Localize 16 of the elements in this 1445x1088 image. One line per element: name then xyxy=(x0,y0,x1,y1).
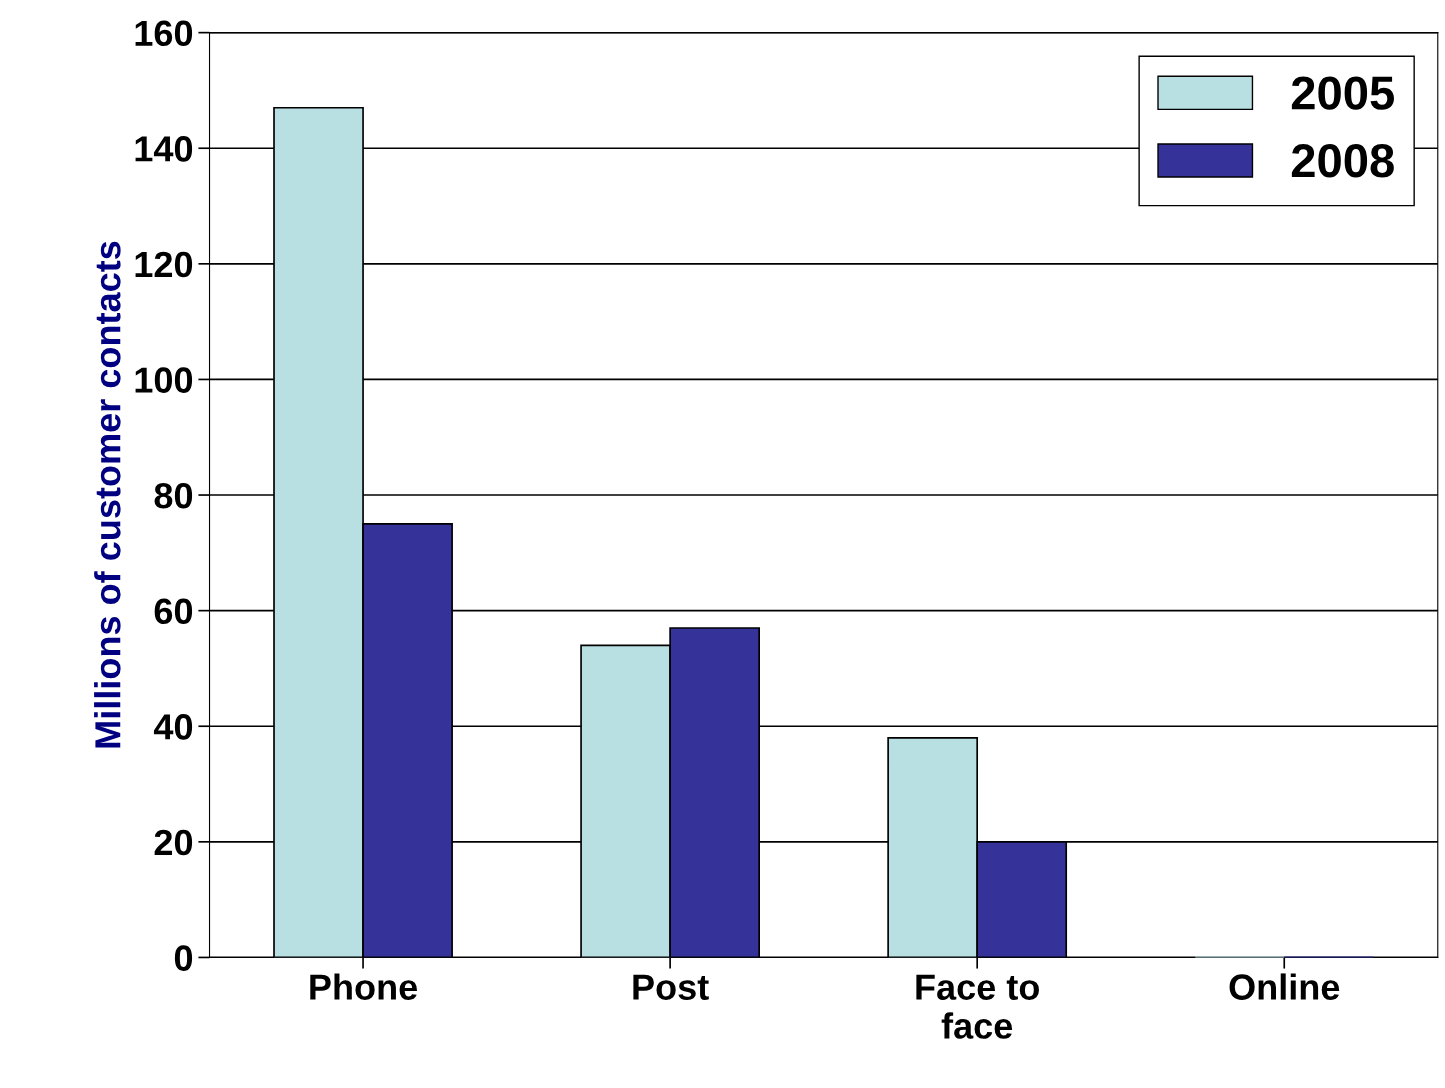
y-tick-label: 0 xyxy=(174,945,193,971)
y-tick-label: 80 xyxy=(154,482,193,509)
y-axis-title: Millions of customer contacts xyxy=(94,241,121,748)
y-tick-label: 60 xyxy=(154,598,193,625)
legend-label: 2005 xyxy=(1291,76,1394,110)
x-tick-label: Online xyxy=(1229,973,1340,1000)
legend-label: 2008 xyxy=(1291,144,1394,178)
y-tick-label: 140 xyxy=(135,136,193,162)
y-tick-label: 20 xyxy=(154,829,193,856)
y-tick-label: 100 xyxy=(135,367,193,393)
y-tick-label: 160 xyxy=(135,20,193,47)
x-tick-label: Phone xyxy=(310,973,417,1000)
y-tick-label: 120 xyxy=(135,251,193,278)
x-tick-label: Post xyxy=(633,974,709,1000)
x-tick-label: Face to face xyxy=(916,974,1039,1039)
y-tick-label: 40 xyxy=(153,714,193,740)
